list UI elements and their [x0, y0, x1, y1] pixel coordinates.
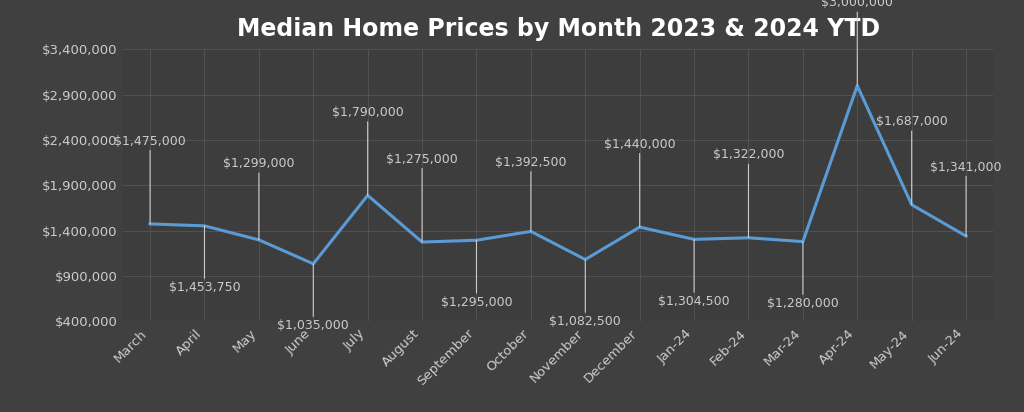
Text: $1,295,000: $1,295,000 [440, 240, 512, 309]
Text: $1,341,000: $1,341,000 [931, 161, 1001, 236]
Text: $1,322,000: $1,322,000 [713, 148, 784, 238]
Text: $1,304,500: $1,304,500 [658, 239, 730, 308]
Text: $1,440,000: $1,440,000 [604, 138, 676, 227]
Text: $1,475,000: $1,475,000 [115, 135, 186, 224]
Text: $1,453,750: $1,453,750 [169, 226, 241, 295]
Text: $1,687,000: $1,687,000 [876, 115, 947, 205]
Title: Median Home Prices by Month 2023 & 2024 YTD: Median Home Prices by Month 2023 & 2024 … [237, 16, 880, 40]
Text: $1,280,000: $1,280,000 [767, 241, 839, 310]
Text: $3,000,000: $3,000,000 [821, 0, 893, 86]
Text: $1,035,000: $1,035,000 [278, 264, 349, 332]
Text: $1,790,000: $1,790,000 [332, 106, 403, 195]
Text: $1,392,500: $1,392,500 [496, 156, 566, 232]
Text: $1,275,000: $1,275,000 [386, 153, 458, 242]
Text: $1,082,500: $1,082,500 [550, 260, 622, 328]
Text: $1,299,000: $1,299,000 [223, 157, 295, 240]
